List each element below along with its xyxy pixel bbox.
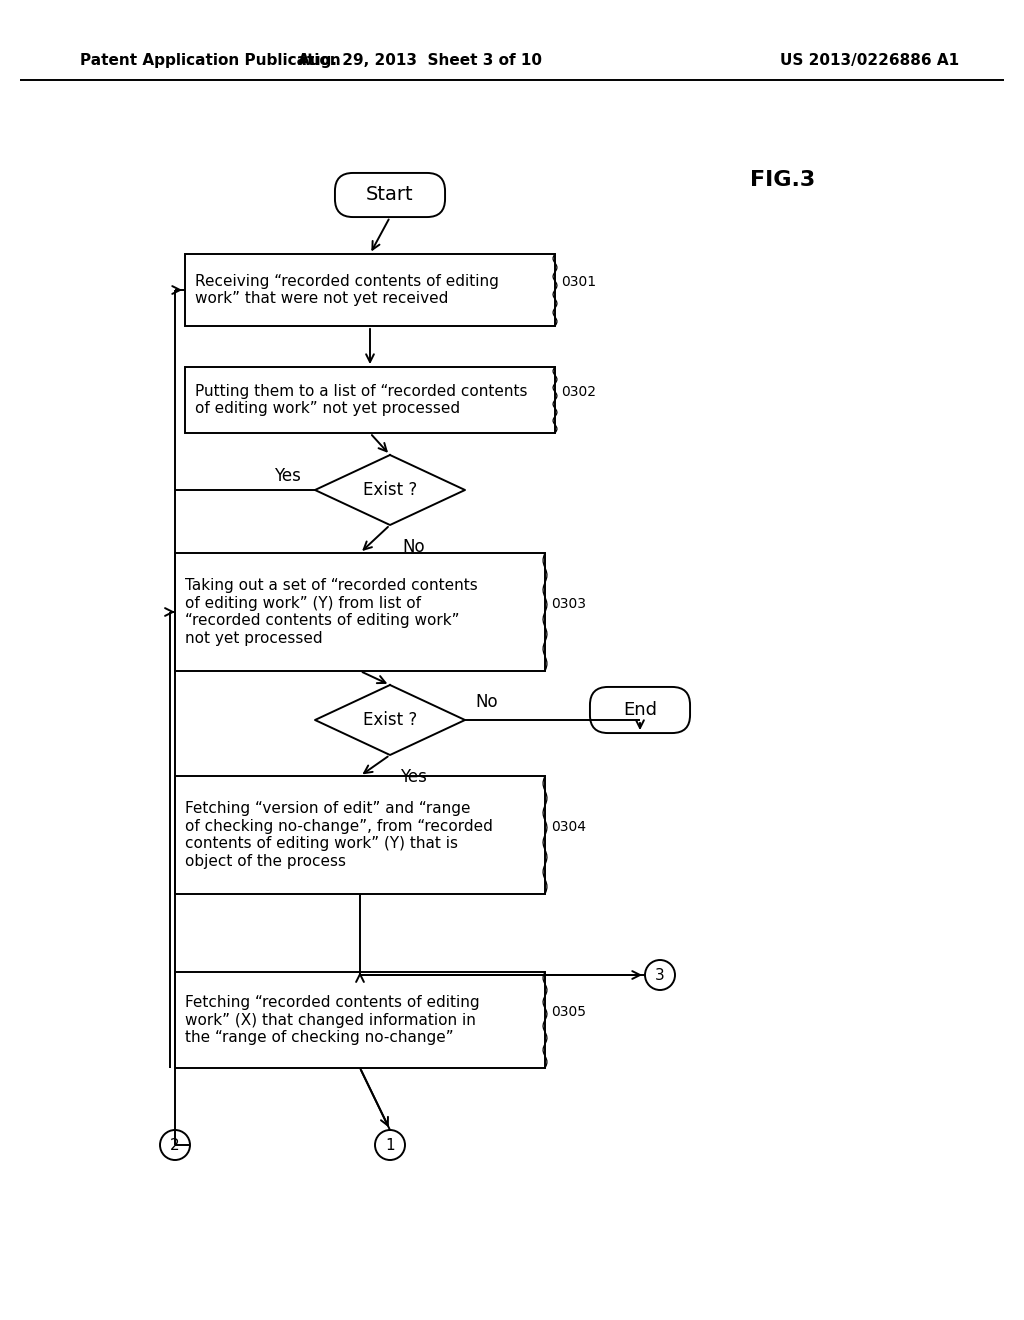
Text: Yes: Yes	[273, 467, 300, 484]
Text: Exist ?: Exist ?	[362, 711, 417, 729]
Bar	[175, 972, 545, 1068]
Text: Putting them to a list of “recorded contents
of editing work” not yet processed: Putting them to a list of “recorded cont…	[195, 384, 527, 416]
Bar	[185, 367, 555, 433]
Text: 0301: 0301	[561, 275, 596, 289]
Text: 0303: 0303	[551, 597, 586, 611]
Bar	[185, 253, 555, 326]
Text: US 2013/0226886 A1: US 2013/0226886 A1	[780, 53, 959, 67]
Text: No: No	[475, 693, 498, 711]
FancyBboxPatch shape	[590, 686, 690, 733]
FancyBboxPatch shape	[335, 173, 445, 216]
Text: Aug. 29, 2013  Sheet 3 of 10: Aug. 29, 2013 Sheet 3 of 10	[298, 53, 542, 67]
Text: Exist ?: Exist ?	[362, 480, 417, 499]
Text: Receiving “recorded contents of editing
work” that were not yet received: Receiving “recorded contents of editing …	[195, 273, 499, 306]
Bar	[175, 553, 545, 671]
Text: 0304: 0304	[551, 820, 586, 834]
Text: Fetching “version of edit” and “range
of checking no-change”, from “recorded
con: Fetching “version of edit” and “range of…	[185, 801, 493, 869]
Text: 2: 2	[170, 1138, 180, 1152]
Text: Yes: Yes	[400, 768, 427, 785]
Text: End: End	[623, 701, 657, 719]
Text: Start: Start	[367, 186, 414, 205]
Text: FIG.3: FIG.3	[750, 170, 815, 190]
Text: 3: 3	[655, 968, 665, 982]
Text: Fetching “recorded contents of editing
work” (X) that changed information in
the: Fetching “recorded contents of editing w…	[185, 995, 479, 1045]
Text: 0305: 0305	[551, 1005, 586, 1019]
Text: No: No	[402, 539, 425, 556]
Bar	[175, 776, 545, 894]
Text: 0302: 0302	[561, 385, 596, 399]
Text: Taking out a set of “recorded contents
of editing work” (Y) from list of
“record: Taking out a set of “recorded contents o…	[185, 578, 478, 645]
Text: Patent Application Publication: Patent Application Publication	[80, 53, 341, 67]
Text: 1: 1	[385, 1138, 395, 1152]
